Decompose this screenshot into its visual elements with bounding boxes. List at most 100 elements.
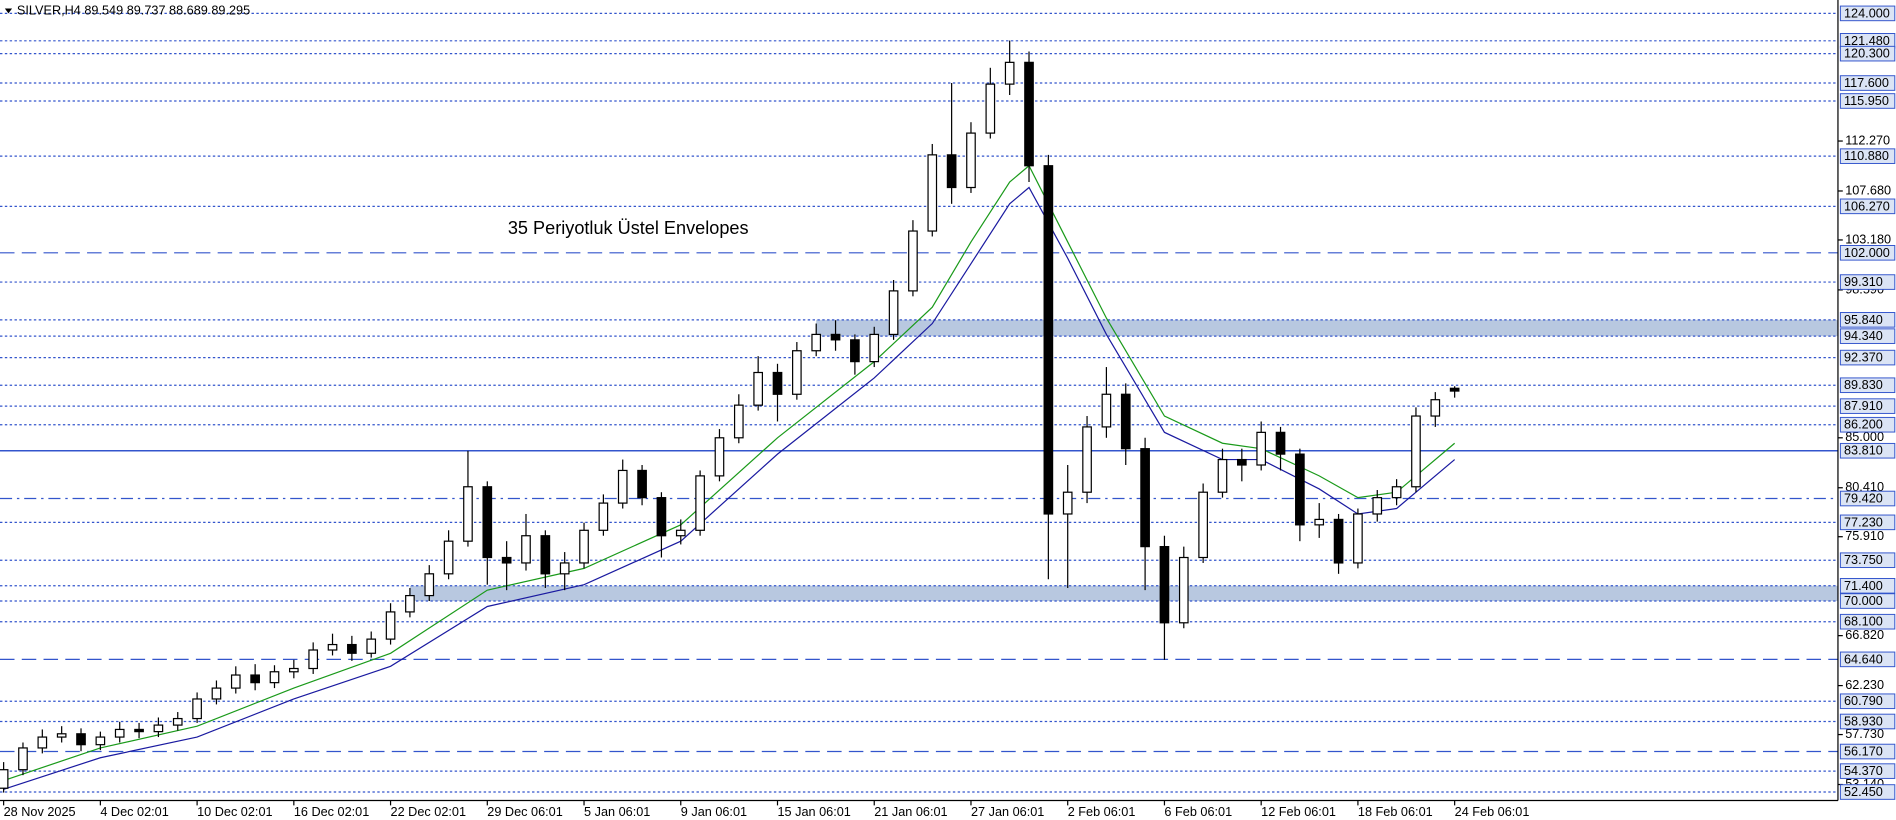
level-label-box [1839, 763, 1896, 779]
candle-body [1198, 491, 1208, 559]
candle-body [559, 562, 570, 575]
level-label: 92.370 [1844, 350, 1883, 365]
level-label-box [1839, 274, 1896, 290]
level-label-box [1839, 693, 1896, 710]
level-label: 115.950 [1844, 93, 1889, 108]
level-label-box [1839, 328, 1896, 344]
candle-body [1043, 165, 1054, 515]
level-label: 52.450 [1844, 784, 1883, 799]
candle-body [1391, 486, 1402, 499]
y-tick-label: 75.910 [1845, 528, 1884, 543]
candle-body [424, 573, 435, 597]
level-label-box [1839, 349, 1896, 366]
level-label-box [1839, 416, 1896, 433]
chart-title: SILVER,H4 89.549 89.737 88.689 89.295 [17, 2, 250, 17]
candle-body [501, 556, 512, 564]
axis-labels: 112.270107.680103.18098.59085.00080.4107… [3, 5, 1896, 819]
x-tick-label: 5 Jan 06:01 [584, 804, 650, 819]
candle-body [1062, 491, 1073, 515]
x-tick-label: 21 Jan 06:01 [874, 804, 947, 819]
level-label: 102.000 [1844, 245, 1890, 260]
level-label: 64.640 [1844, 651, 1883, 666]
level-label: 95.840 [1844, 312, 1883, 327]
x-tick-label: 10 Dec 02:01 [197, 804, 272, 819]
candle-body [0, 769, 9, 789]
candle-body [1178, 556, 1189, 624]
level-label-box [1839, 514, 1896, 531]
candle-body [1353, 513, 1363, 564]
candle-body [95, 736, 106, 746]
zone [816, 319, 1838, 337]
candle-body [540, 535, 551, 575]
candles [0, 40, 1460, 793]
level-label: 106.270 [1844, 198, 1890, 213]
candle-body [1275, 431, 1286, 455]
level-label-box [1839, 713, 1896, 730]
candle-body [830, 333, 841, 341]
candle-body [966, 132, 976, 189]
candle-body [269, 671, 280, 684]
candle-body [598, 502, 609, 531]
candle-body [1140, 448, 1150, 548]
y-tick-label: 57.730 [1845, 726, 1884, 741]
level-label: 77.230 [1844, 514, 1883, 529]
level-label: 60.790 [1844, 693, 1883, 708]
level-label-box [1839, 398, 1896, 414]
candle-body [114, 728, 125, 738]
x-tick-label: 18 Feb 06:01 [1358, 804, 1433, 819]
level-label-box [1839, 198, 1896, 215]
candle-body [1449, 387, 1460, 392]
candle-body [56, 733, 67, 738]
y-tick-label: 112.270 [1845, 132, 1890, 147]
level-label: 89.830 [1844, 377, 1883, 392]
candle-body [869, 333, 880, 363]
level-label-box [1839, 5, 1896, 22]
candle-body [927, 154, 938, 232]
level-label-box [1839, 312, 1896, 328]
level-label: 58.930 [1844, 713, 1883, 728]
level-label-box [1839, 552, 1896, 569]
annotation: 35 Periyotluk Üstel Envelopes [508, 218, 749, 238]
candle-body [192, 698, 202, 720]
candle-body [811, 333, 822, 352]
level-label: 68.100 [1844, 614, 1883, 629]
level-label-box [1839, 613, 1896, 630]
y-tick-label: 62.230 [1845, 677, 1884, 692]
candle-body [37, 736, 48, 749]
candle-body [1159, 546, 1170, 624]
x-tick-label: 2 Feb 06:01 [1068, 804, 1136, 819]
level-label-box [1839, 784, 1896, 800]
level-label-box [1839, 577, 1896, 594]
level-label: 121.480 [1844, 33, 1890, 48]
candle-body [850, 339, 860, 363]
level-label-box [1839, 442, 1896, 459]
level-label: 124.000 [1844, 5, 1890, 20]
candle-body [1372, 497, 1383, 515]
level-label-box [1839, 490, 1896, 507]
candle-body [1411, 415, 1421, 488]
x-tick-label: 28 Nov 2025 [4, 804, 76, 819]
level-label: 120.300 [1844, 46, 1890, 61]
candle-body [579, 529, 589, 564]
candle-body [695, 475, 705, 531]
candle-body [1120, 393, 1131, 450]
candle-body [366, 638, 377, 654]
candle-body [1082, 426, 1092, 493]
candle-body [637, 469, 647, 499]
x-tick-label: 16 Dec 02:01 [294, 804, 369, 819]
candle-body [985, 83, 996, 134]
candle-body [675, 529, 686, 537]
candle-body [385, 611, 396, 640]
zones [409, 319, 1838, 602]
candle-body [1333, 518, 1344, 564]
candle-body [772, 371, 783, 395]
level-label: 94.340 [1844, 328, 1883, 343]
candle-body [347, 643, 357, 654]
candle-body [1256, 431, 1267, 466]
level-label-box [1839, 377, 1896, 394]
candle-body [888, 290, 899, 336]
level-label-box [1839, 75, 1896, 91]
y-tick-label: 107.680 [1845, 182, 1891, 197]
